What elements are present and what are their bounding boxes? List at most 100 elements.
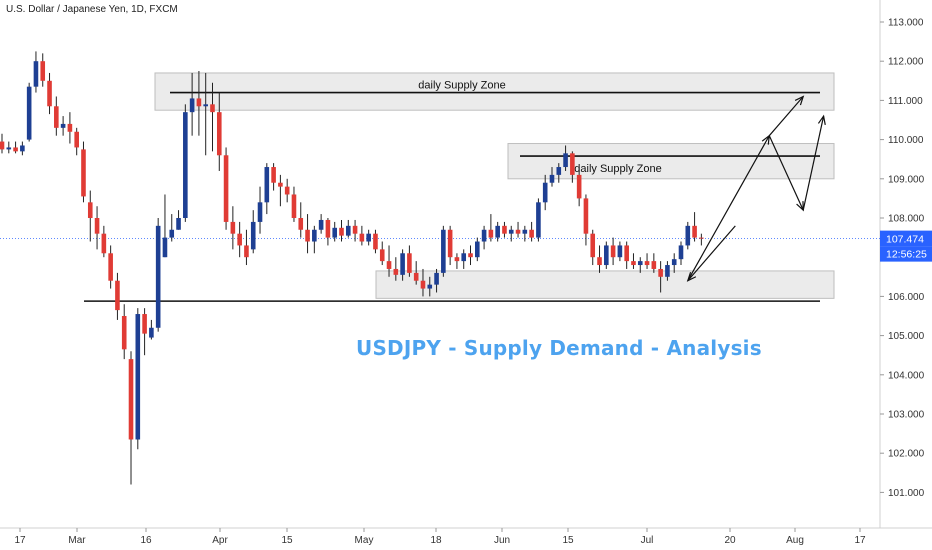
candle-down xyxy=(81,141,86,203)
candle-body xyxy=(420,280,426,289)
x-tick-label: Aug xyxy=(786,535,804,546)
candle-body xyxy=(651,261,657,269)
candle-down xyxy=(420,268,426,297)
candle-up xyxy=(250,210,256,254)
candle-body xyxy=(332,227,338,238)
candle-body xyxy=(203,104,208,107)
y-tick-label: 110.000 xyxy=(888,135,924,146)
candle-body xyxy=(87,202,93,218)
candle-down xyxy=(284,178,290,203)
candle-down xyxy=(631,253,636,269)
candle-down xyxy=(244,229,249,266)
candle-body xyxy=(624,245,629,262)
zone-label: daily Supply Zone xyxy=(574,163,661,175)
candle-body xyxy=(495,225,500,238)
candle-body xyxy=(284,186,290,195)
candle-up xyxy=(162,194,168,258)
candle-body xyxy=(508,229,514,234)
candle-down xyxy=(515,221,521,238)
candle-down xyxy=(699,233,704,246)
candle-down xyxy=(597,245,602,273)
x-tick-label: 17 xyxy=(14,535,26,546)
candle-up xyxy=(665,261,670,281)
candle-down xyxy=(352,219,358,242)
candle-body xyxy=(671,259,677,266)
candle-up xyxy=(522,225,528,242)
candle-down xyxy=(590,229,596,266)
candle-body xyxy=(162,237,168,258)
candle-up xyxy=(671,253,677,273)
candle-body xyxy=(67,123,73,132)
candle-down xyxy=(488,214,494,242)
candle-down xyxy=(121,304,127,360)
candle-down xyxy=(298,202,304,238)
candle-body xyxy=(135,314,141,440)
y-tick-label: 112.000 xyxy=(888,57,924,68)
candle-down xyxy=(13,141,18,154)
x-tick-label: 16 xyxy=(140,535,152,546)
candle-body xyxy=(366,233,371,242)
candle-body xyxy=(257,202,263,222)
projection-arrow-head xyxy=(817,114,826,126)
candle-up xyxy=(536,198,541,242)
x-tick-label: Jun xyxy=(494,535,510,546)
candle-body xyxy=(223,155,229,222)
candle-body xyxy=(359,233,365,242)
candle-body xyxy=(699,237,704,239)
candle-down xyxy=(570,151,575,183)
candle-down xyxy=(223,147,229,230)
candle-down xyxy=(0,133,5,154)
candle-down xyxy=(447,225,453,266)
candle-down xyxy=(128,351,134,485)
candle-down xyxy=(237,221,242,258)
projection-arrow-segment xyxy=(802,115,825,211)
candle-body xyxy=(386,261,392,269)
candle-down xyxy=(40,53,46,87)
supply-demand-zone xyxy=(154,72,835,111)
candle-up xyxy=(189,72,195,136)
candle-up xyxy=(183,104,188,222)
candle-body xyxy=(610,245,616,258)
candle-body xyxy=(345,225,351,236)
candle-body xyxy=(94,218,100,234)
y-tick-label: 105.000 xyxy=(888,331,925,342)
candle-down xyxy=(305,214,310,254)
candle-down xyxy=(142,308,147,356)
candle-body xyxy=(271,167,276,183)
candle-down xyxy=(115,272,120,320)
candle-up xyxy=(169,214,175,242)
candle-body xyxy=(556,167,562,175)
candle-up xyxy=(176,210,181,230)
candle-down xyxy=(216,92,222,171)
candle-up xyxy=(475,237,480,262)
candle-body xyxy=(522,229,528,234)
candle-body xyxy=(169,229,175,238)
candle-body xyxy=(312,229,317,242)
candle-body xyxy=(407,253,412,273)
candle-up xyxy=(542,174,548,211)
countdown-badge xyxy=(880,246,932,262)
candle-body xyxy=(637,261,643,266)
candle-down xyxy=(393,257,399,281)
candle-down xyxy=(210,82,215,152)
candle-up xyxy=(264,163,270,215)
candle-up xyxy=(26,82,32,142)
x-tick-label: 15 xyxy=(562,535,574,546)
candle-up xyxy=(685,221,691,250)
candle-body xyxy=(447,229,453,258)
candle-body xyxy=(60,123,66,128)
candle-body xyxy=(216,112,222,156)
projection-arrow-segment xyxy=(687,135,770,282)
y-tick-label: 101.000 xyxy=(888,488,925,499)
candle-up xyxy=(33,51,39,93)
candle-body xyxy=(155,225,161,328)
candle-body xyxy=(33,61,39,87)
y-tick-label: 113.000 xyxy=(888,18,924,29)
candle-down xyxy=(196,71,202,136)
candle-up xyxy=(508,225,514,242)
candle-body xyxy=(475,241,480,258)
candle-down xyxy=(373,229,378,254)
candle-body xyxy=(108,253,113,281)
candle-body xyxy=(54,106,59,128)
